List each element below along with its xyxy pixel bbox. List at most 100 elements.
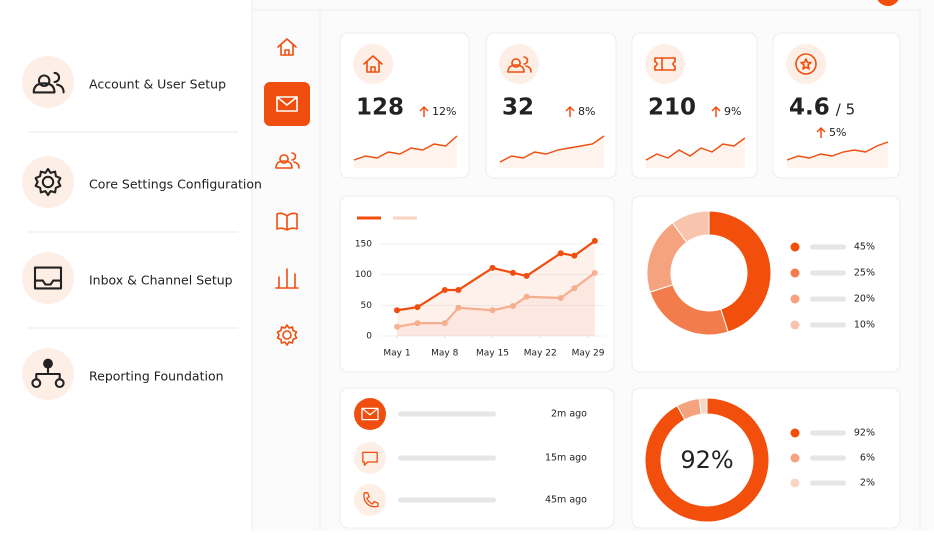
icon[interactable] [275,268,299,289]
y-tick-label: 150 [355,240,372,250]
stat-value: 128 [356,95,404,121]
point [414,320,421,327]
x-tick-label: May 15 [476,349,509,359]
sparkline [499,135,605,163]
point [455,287,462,293]
icon [795,53,817,75]
stat-icon-bg [499,44,539,84]
y-tick-label: 50 [361,301,373,311]
legend-value: 45% [854,242,875,253]
activity-bar [398,497,496,503]
sparkline [786,141,889,161]
icon-path [361,407,379,421]
avatar[interactable] [876,0,900,6]
icon [362,451,378,466]
line-area [397,272,595,336]
activity-bar [398,455,496,461]
icon-path [41,175,55,189]
stat-change: 5% [829,126,846,139]
icon-path [54,378,65,389]
icon-path [800,58,812,70]
activity-time: 45m ago [545,495,587,506]
point [557,294,564,301]
icon [276,96,298,112]
icon [34,167,62,197]
y-tick-label: 100 [355,270,372,280]
icon[interactable] [277,38,297,56]
icon-path [275,268,299,289]
stat-icon-bg [645,44,685,84]
sparkline-area [646,138,745,168]
donut-segment [708,210,772,333]
gauge-center: 92% [680,446,733,474]
step-label: Core Settings Configuration [89,177,262,192]
icon-path [31,378,42,389]
legend-bar [810,430,846,436]
point [489,307,496,314]
point [571,252,578,259]
point [523,272,530,279]
legend-value: 25% [854,268,875,279]
icon-path [34,167,62,197]
legend-value: 20% [854,294,875,305]
point [591,269,598,276]
icon [654,57,676,71]
icon-path [275,152,300,169]
donut-segment [698,397,708,415]
point [571,285,578,292]
legend-dot [790,320,800,330]
step-label: Account & User Setup [89,77,226,92]
point [591,237,598,244]
icon [363,492,379,508]
up-arrow [711,105,721,117]
point [441,320,448,327]
point [394,323,400,330]
point [509,269,516,276]
point [523,293,530,300]
point [455,304,462,311]
x-tick-label: May 29 [572,349,605,359]
donut-segment [644,397,770,523]
line [396,271,596,328]
point [441,287,448,293]
sparkline [645,137,746,161]
point [414,304,421,311]
legend-dot [790,478,800,488]
legend-value: 10% [854,320,875,331]
stat-scale: / 5 [836,101,855,119]
line [396,240,596,312]
stat-change: 8% [578,105,595,118]
up-arrow [816,126,826,138]
sparkline-area [787,142,888,168]
icon-path [277,38,297,56]
icon [32,71,65,94]
up-arrow [419,105,429,117]
card [339,195,615,373]
x-tick-label: May 8 [431,349,458,359]
legend-dot [790,453,800,463]
legend-dot [790,294,800,304]
stat-value: 4.6 [789,95,830,121]
point [509,302,516,309]
icon-path [33,266,63,290]
activity-bar [398,411,496,417]
step-icon-bg [22,56,74,108]
icon[interactable] [276,212,298,231]
step-icon-bg [22,252,74,304]
stat-icon-bg [786,44,826,84]
legend-bar [810,322,846,328]
icon-path [276,212,298,231]
activity-time: 2m ago [551,409,587,420]
point [557,250,564,257]
step-label: Reporting Foundation [89,369,224,384]
icon[interactable] [276,324,298,346]
step-icon-bg [22,156,74,208]
icon-path [363,492,379,508]
donut-segment [671,210,710,243]
legend-value: 6% [860,453,875,464]
stat-change: 12% [432,105,456,118]
icon[interactable] [275,152,300,169]
step-label: Inbox & Channel Setup [89,273,233,288]
sparkline [353,135,458,161]
